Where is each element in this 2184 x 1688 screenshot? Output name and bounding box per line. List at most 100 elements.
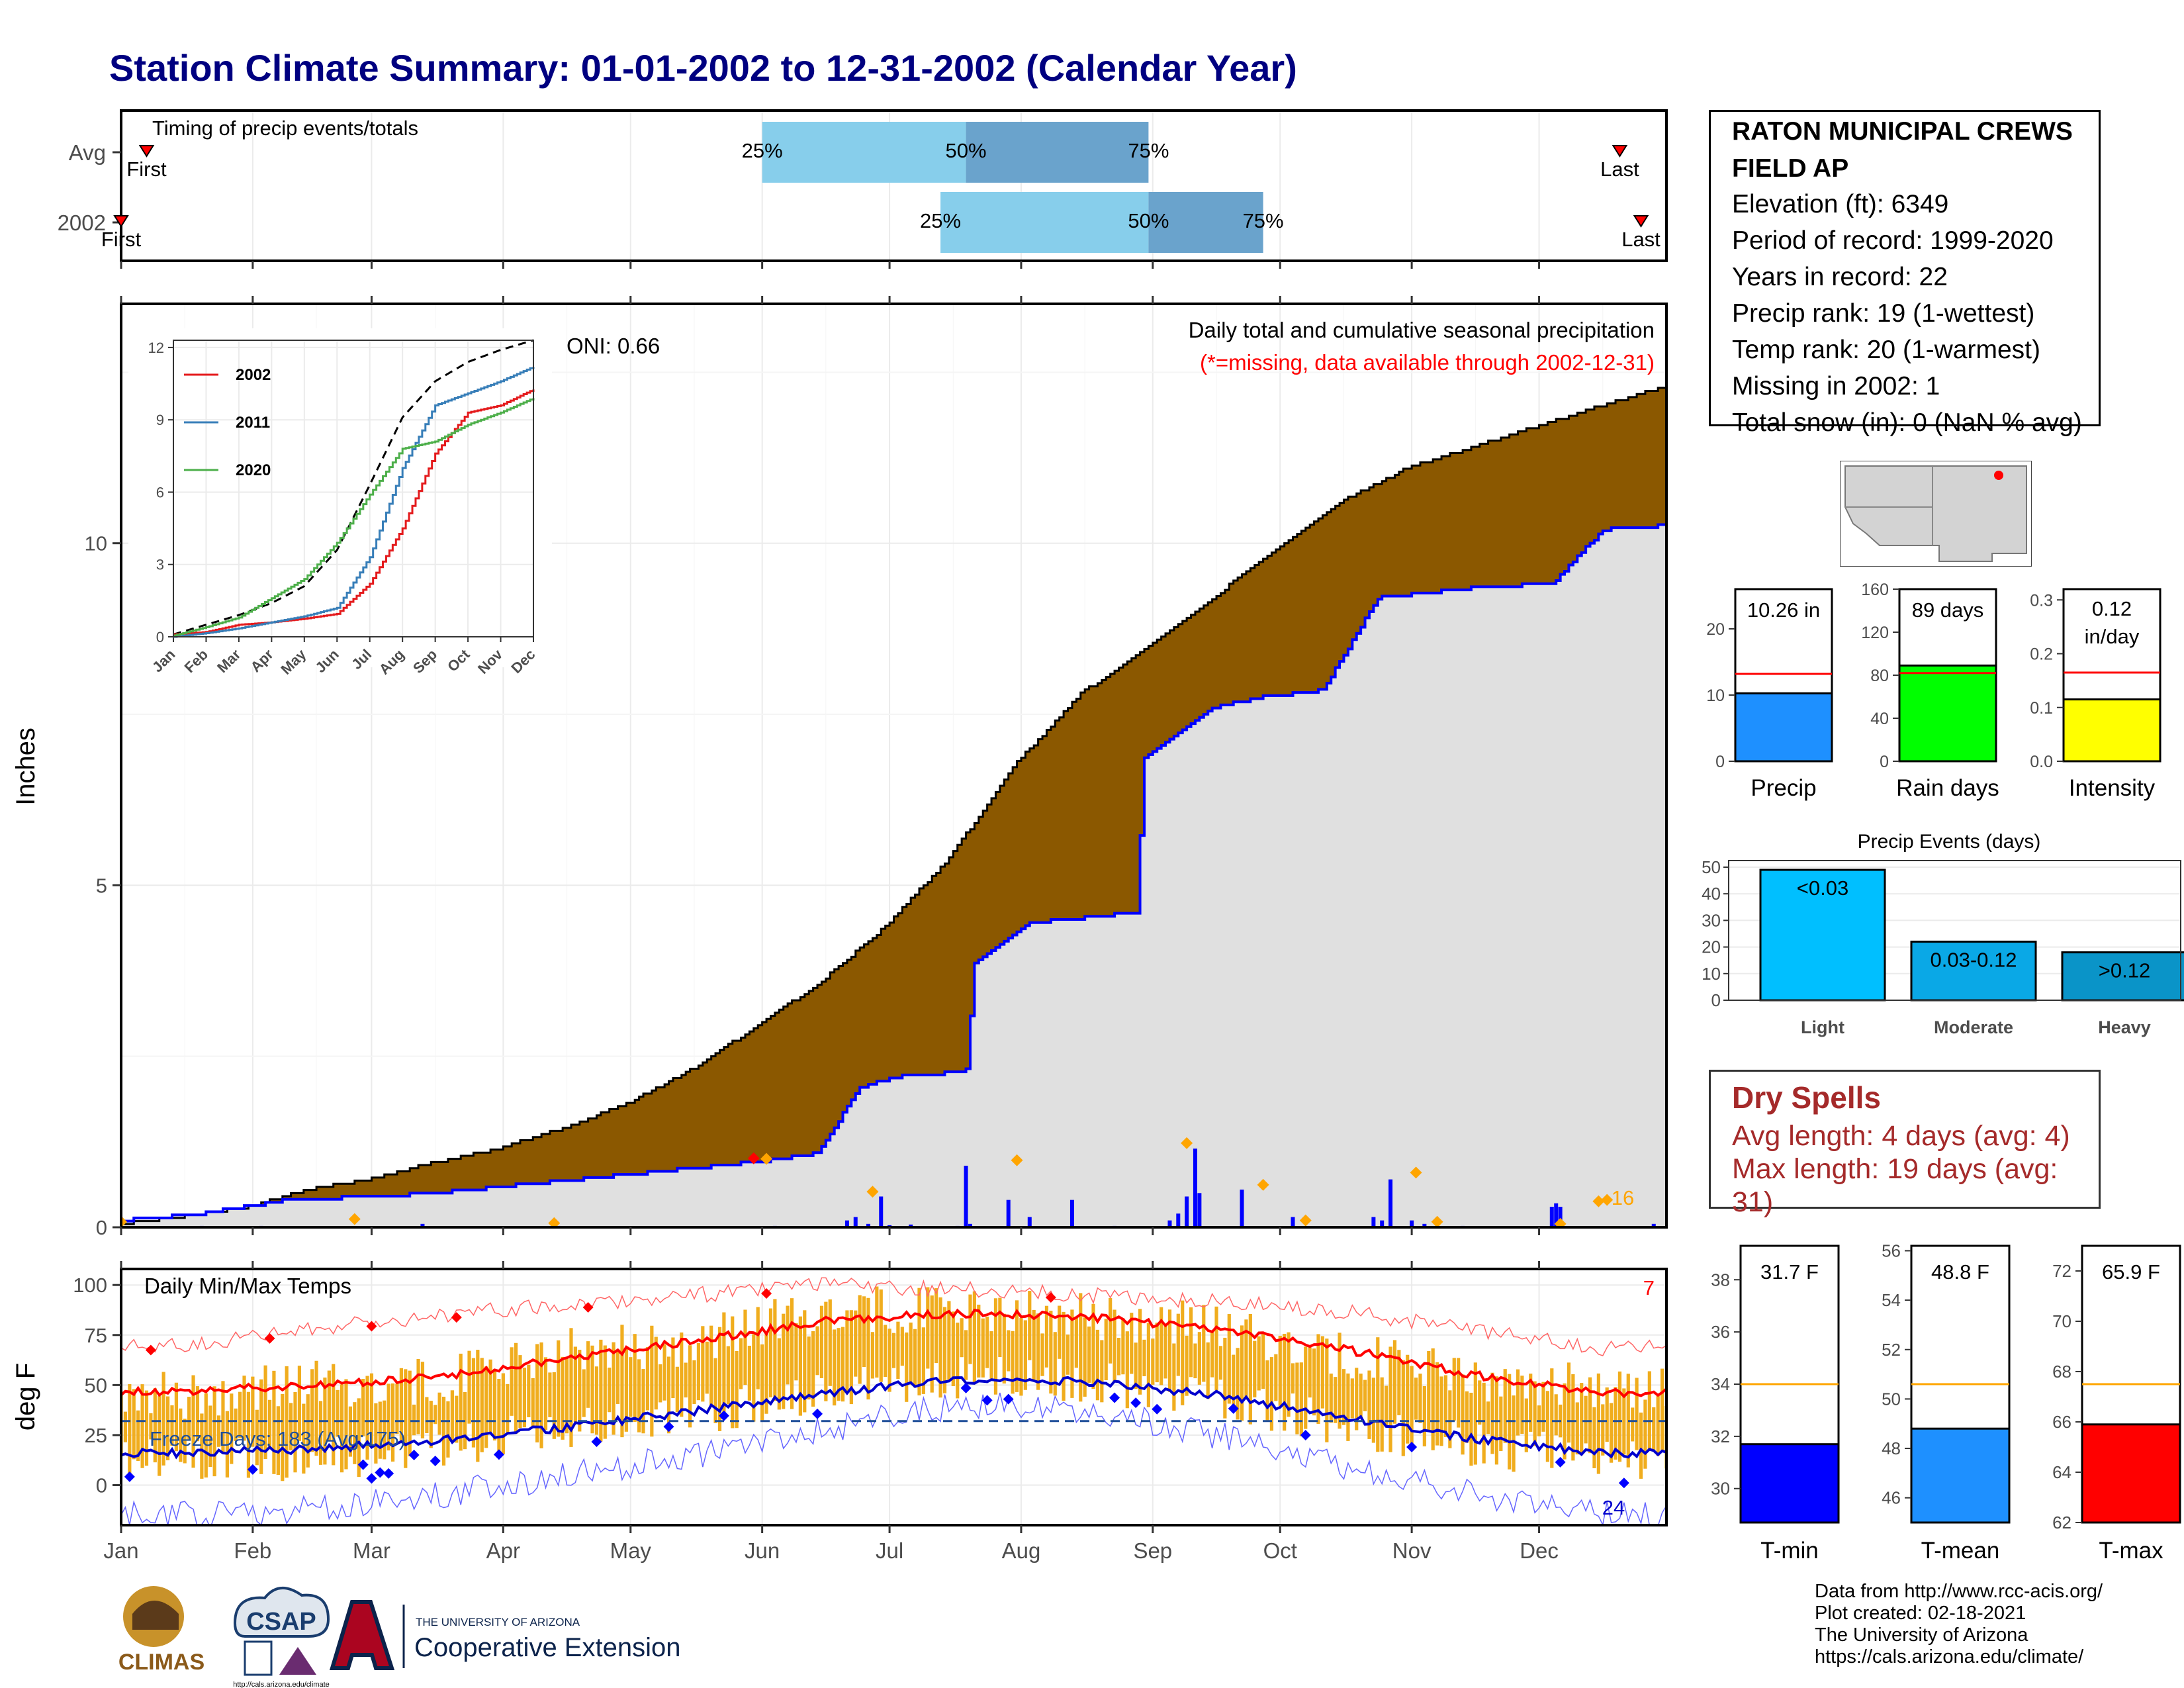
temp-range-bar <box>1363 1380 1367 1411</box>
daily-precip-bar <box>844 1220 849 1227</box>
temp-range-bar <box>170 1405 174 1446</box>
daily-precip-bar <box>1240 1190 1244 1227</box>
max-event-marker <box>1257 1178 1269 1191</box>
temp-range-bar <box>913 1329 917 1387</box>
temp-range-bar <box>1392 1340 1397 1424</box>
events-bar-group: 0.03-0.12 Moderate <box>1910 941 2037 1037</box>
avg-tmin-line <box>121 1376 1666 1460</box>
temp-range-bar <box>1002 1313 1006 1384</box>
events-bar-label: >0.12 <box>2099 959 2150 982</box>
temp-range-bar <box>390 1383 395 1462</box>
temp-range-bar <box>993 1298 998 1395</box>
record-high-marker <box>451 1312 462 1323</box>
temp-summary-y-tick-label: 30 <box>1711 1479 1730 1499</box>
temp-range-bar <box>327 1370 331 1440</box>
temp-range-bar <box>1142 1339 1146 1377</box>
temp-range-bar <box>310 1369 314 1452</box>
daily-precip-bar <box>1193 1149 1197 1227</box>
page-title: Station Climate Summary: 01-01-2002 to 1… <box>109 47 1297 89</box>
precip-legend-line2: (*=missing, data available through 2002-… <box>1200 350 1655 375</box>
temp-range-bar <box>1113 1309 1116 1382</box>
max-event-marker <box>548 1217 561 1227</box>
temp-range-bar <box>909 1322 913 1385</box>
temp-range-bar <box>425 1397 429 1434</box>
temp-range-bar <box>650 1325 654 1437</box>
temp-range-bar <box>1109 1297 1113 1364</box>
temp-range-bar <box>208 1405 212 1467</box>
first-event-marker <box>138 145 155 158</box>
precip-events-title: Precip Events (days) <box>1858 831 2041 853</box>
temp-range-bar <box>705 1341 709 1394</box>
record-low-marker <box>375 1467 386 1478</box>
csap-url: http://cals.arizona.edu/climate <box>233 1681 330 1688</box>
temp-range-bar <box>242 1376 246 1441</box>
temp-range-bar <box>285 1366 289 1478</box>
daily-precip-bar <box>1410 1220 1414 1227</box>
events-category-label: Light <box>1801 1017 1844 1037</box>
max-event-marker <box>121 1215 127 1227</box>
max-event-marker <box>866 1186 879 1198</box>
temp-range-bar <box>492 1369 497 1441</box>
record-high-count: 7 <box>1643 1276 1655 1299</box>
temp-range-bar <box>1571 1374 1575 1461</box>
temp-range-bar <box>1406 1354 1410 1444</box>
summary-value-bar <box>1898 664 1997 763</box>
temp-range-bar <box>773 1299 777 1401</box>
record-low-marker <box>430 1456 441 1467</box>
record-low-marker <box>1003 1393 1014 1405</box>
temp-range-bar <box>399 1368 403 1441</box>
temp-range-bar <box>1312 1348 1316 1416</box>
temp-range-bar <box>1181 1300 1185 1405</box>
daily-precip-bar <box>1167 1220 1172 1227</box>
temp-range-bar <box>561 1356 565 1440</box>
temp-record-markers <box>124 1288 1629 1489</box>
event-count: 16 <box>1612 1186 1634 1209</box>
temp-range-bar <box>1218 1346 1223 1380</box>
max-event-marker <box>1299 1214 1312 1227</box>
temp-range-bar <box>1584 1395 1588 1444</box>
temp-range-bar <box>841 1327 845 1402</box>
temp-y-tick-label: 0 <box>96 1474 107 1497</box>
summary-value-label-unit: in/day <box>2085 625 2140 648</box>
temp-summary-bar <box>2081 1423 2181 1524</box>
temp-range-bar <box>446 1401 450 1458</box>
temp-range-bar <box>1647 1371 1651 1450</box>
ua-small-text: THE UNIVERSITY OF ARIZONA <box>416 1616 580 1628</box>
temp-range-bar <box>297 1366 302 1441</box>
temp-range-bar <box>1197 1332 1201 1385</box>
record-low-count: 24 <box>1602 1496 1625 1519</box>
daily-precip-bar <box>1006 1199 1011 1227</box>
summary-value-label: 89 days <box>1912 598 1984 622</box>
temp-range-bar <box>709 1325 713 1406</box>
station-snow: Total snow (in): 0 (NaN % avg) <box>1732 408 2082 437</box>
temp-summary-y-tick-label: 52 <box>1882 1340 1901 1360</box>
temp-range-bar <box>760 1344 764 1421</box>
temp-range-bar <box>1461 1374 1465 1455</box>
temp-range-bar <box>1291 1363 1295 1394</box>
first-event-label: First <box>101 228 142 251</box>
month-label: Jul <box>876 1538 903 1563</box>
inset-y-tick-label: 0 <box>156 629 164 645</box>
daily-precip-bar <box>1027 1217 1032 1227</box>
daily-precip-bar <box>1558 1207 1563 1227</box>
events-y-tick-label: 30 <box>1702 910 1721 930</box>
inset-legend-label: 2020 <box>236 461 271 479</box>
precip-y-tick-label: 10 <box>85 532 107 555</box>
temp-range-bar <box>1512 1395 1516 1472</box>
summary-bar-charts: 0 10 20 10.26 in Precip 0 40 80 120 160 89 days Rai… <box>1706 581 2161 801</box>
temp-range-bar <box>934 1288 938 1364</box>
temp-range-bar <box>798 1316 802 1416</box>
timing-bar-25-50 <box>940 192 1149 253</box>
temp-range-bar <box>344 1379 348 1470</box>
temp-summary-y-tick-label: 64 <box>2052 1462 2071 1482</box>
temp-range-bar <box>645 1347 650 1411</box>
max-event-marker <box>760 1152 773 1165</box>
temp-range-bar <box>807 1336 811 1400</box>
temp-y-tick-label: 75 <box>85 1324 107 1347</box>
temp-range-bar <box>149 1413 153 1440</box>
temp-summary-value-label: 31.7 F <box>1760 1260 1819 1284</box>
station-years: Years in record: 22 <box>1732 263 1948 291</box>
daily-precip-bar <box>1185 1196 1189 1227</box>
temp-range-bar <box>1125 1331 1129 1409</box>
timing-frame <box>120 109 1668 262</box>
